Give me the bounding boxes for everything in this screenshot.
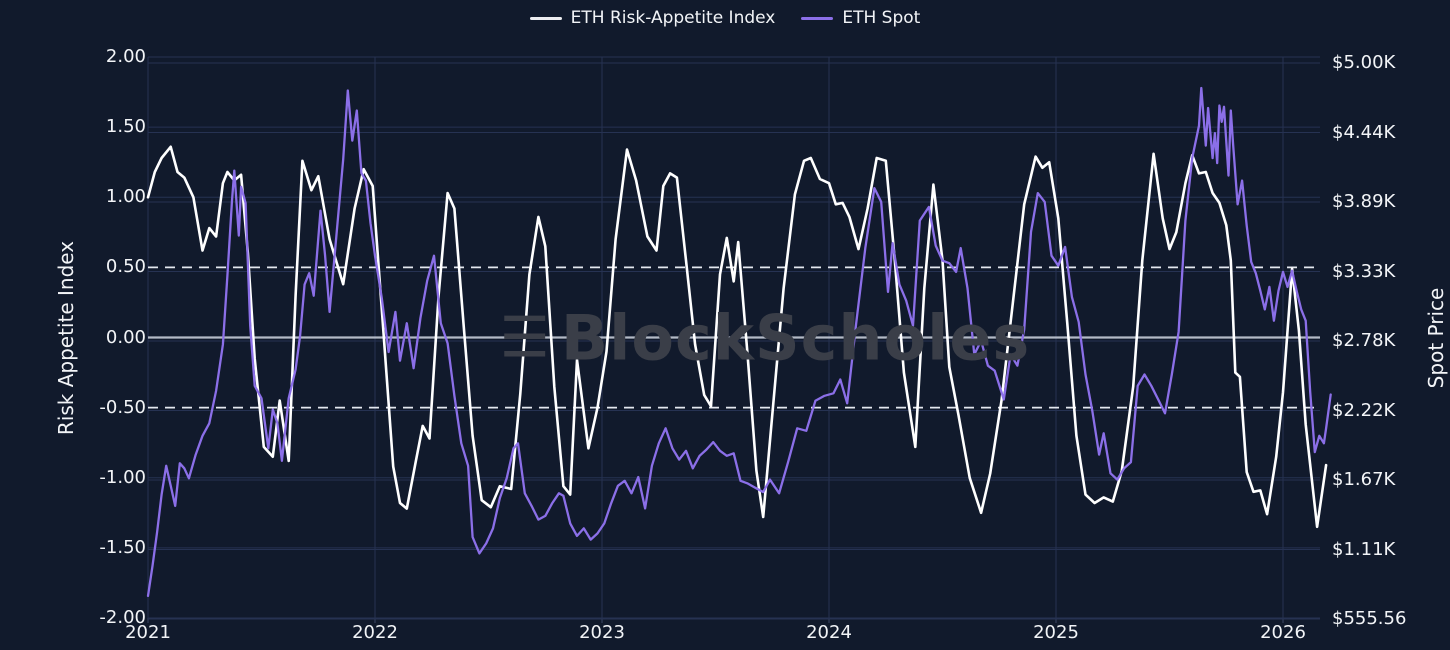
ytick-left: 2.00 [105, 46, 146, 67]
ytick-right: $2.78K [1332, 330, 1396, 351]
blockscholes-logo-icon: ☰ [499, 305, 551, 371]
legend-item-risk-index: ETH Risk-Appetite Index [529, 8, 776, 28]
line-swatch-icon [529, 16, 562, 20]
ytick-left: 1.50 [105, 116, 146, 138]
line-swatch-icon [801, 16, 834, 20]
ytick-right: $1.11K [1332, 538, 1396, 560]
watermark-text: BlockScholes [560, 301, 1031, 375]
series-risk-index [146, 145, 1328, 529]
ytick-right: $555.56 [1332, 608, 1407, 629]
xtick-year: 2025 [1033, 622, 1079, 643]
xtick-year: 2021 [125, 622, 171, 643]
ytick-left: 0.00 [105, 326, 146, 348]
watermark: ☰ BlockScholes [500, 302, 1031, 375]
xtick-year: 2023 [579, 622, 625, 643]
series-eth-spot [146, 86, 1332, 598]
legend-label: ETH Risk-Appetite Index [570, 8, 776, 28]
ytick-left: 1.00 [105, 186, 146, 208]
ytick-left: 0.50 [105, 256, 146, 278]
ytick-left: -1.50 [99, 536, 146, 558]
xtick-year: 2022 [352, 622, 398, 643]
ytick-left: -1.00 [99, 466, 146, 488]
ytick-right: $2.22K [1332, 399, 1396, 421]
legend: ETH Risk-Appetite Index ETH Spot [0, 8, 1450, 28]
ytick-right: $3.89K [1332, 191, 1396, 212]
legend-item-eth-spot: ETH Spot [801, 8, 920, 28]
ytick-left: -2.00 [99, 607, 146, 628]
xtick-year: 2026 [1260, 622, 1306, 643]
ytick-right: $3.33K [1332, 260, 1396, 282]
ytick-right: $1.67K [1332, 469, 1396, 490]
ytick-right: $5.00K [1332, 52, 1396, 73]
ytick-right: $4.44K [1332, 121, 1396, 143]
xtick-year: 2024 [806, 622, 852, 643]
ytick-left: -0.50 [99, 396, 146, 418]
legend-label: ETH Spot [842, 8, 921, 28]
